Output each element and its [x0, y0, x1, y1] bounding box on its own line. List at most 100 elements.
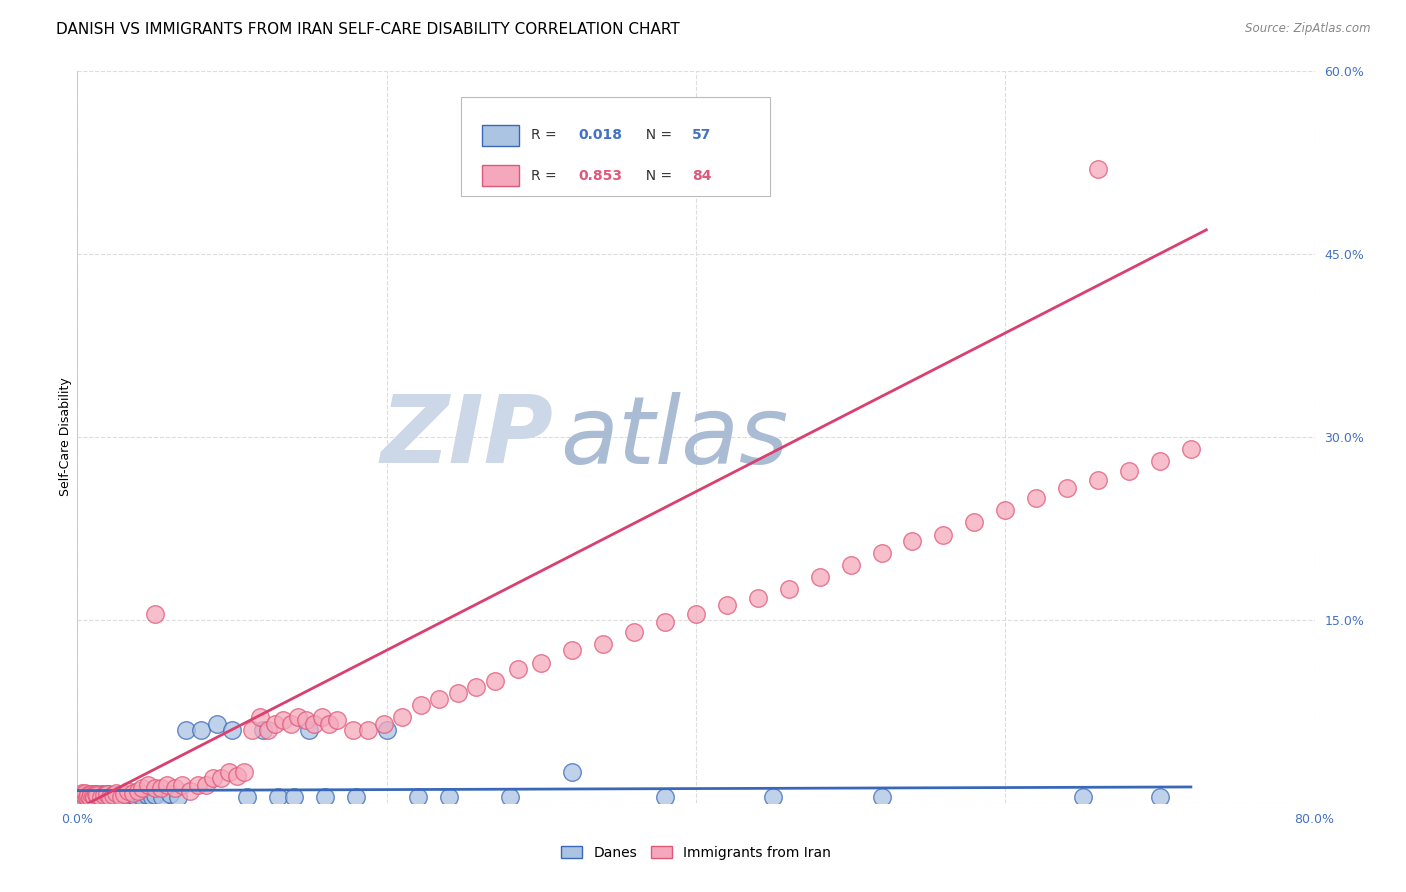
Point — [747, 591, 769, 605]
Point — [283, 789, 305, 804]
Legend: Danes, Immigrants from Iran: Danes, Immigrants from Iran — [555, 840, 837, 865]
Point — [409, 698, 432, 713]
Point — [561, 643, 583, 657]
Point — [654, 789, 676, 804]
Point — [75, 787, 96, 801]
Point — [86, 789, 108, 804]
Point — [100, 789, 122, 804]
Point — [115, 789, 138, 803]
Point — [87, 789, 110, 803]
Point — [1087, 161, 1109, 176]
Point — [190, 723, 212, 737]
Text: 0.018: 0.018 — [578, 128, 623, 143]
Point — [233, 765, 256, 780]
Point — [72, 789, 94, 804]
Text: Source: ZipAtlas.com: Source: ZipAtlas.com — [1246, 22, 1371, 36]
Text: 57: 57 — [692, 128, 711, 143]
Point — [82, 789, 104, 803]
Point — [406, 789, 429, 804]
Point — [280, 716, 302, 731]
Point — [326, 713, 349, 727]
Point — [91, 787, 114, 801]
Point — [70, 789, 93, 803]
Point — [427, 692, 450, 706]
Point — [437, 789, 460, 804]
Point — [225, 769, 247, 783]
Text: N =: N = — [637, 169, 676, 183]
Point — [84, 787, 107, 801]
Point — [83, 789, 105, 804]
Point — [93, 789, 115, 804]
Point — [685, 607, 707, 621]
Point — [357, 723, 380, 737]
Point — [530, 656, 553, 670]
Point — [249, 710, 271, 724]
Point — [1071, 789, 1094, 804]
Point — [252, 723, 274, 737]
Point — [143, 781, 166, 796]
Point — [172, 777, 194, 792]
Point — [76, 789, 98, 804]
Point — [163, 781, 186, 796]
Point — [82, 789, 104, 803]
Text: 84: 84 — [692, 169, 711, 183]
Text: R =: R = — [531, 169, 561, 183]
Point — [963, 516, 986, 530]
Point — [72, 789, 94, 803]
Text: 0.853: 0.853 — [578, 169, 623, 183]
Point — [159, 787, 181, 801]
Point — [80, 789, 103, 804]
Point — [143, 789, 166, 803]
Point — [110, 787, 132, 801]
Point — [79, 789, 101, 804]
Point — [131, 781, 153, 796]
Point — [69, 791, 91, 805]
Point — [76, 789, 98, 804]
Point — [778, 582, 800, 597]
Point — [83, 789, 105, 804]
Point — [69, 789, 91, 804]
Point — [447, 686, 470, 700]
Point — [152, 789, 174, 804]
Point — [122, 789, 145, 803]
Point — [508, 662, 530, 676]
Point — [1118, 464, 1140, 478]
Point — [136, 789, 159, 803]
Point — [1056, 481, 1078, 495]
Point — [202, 772, 225, 786]
Point — [86, 789, 108, 803]
Point — [107, 789, 129, 804]
Point — [870, 546, 893, 560]
Point — [77, 789, 100, 803]
Point — [1025, 491, 1047, 505]
Point — [870, 789, 893, 804]
Point — [499, 789, 522, 804]
Point — [901, 533, 924, 548]
Point — [93, 789, 115, 803]
Point — [839, 558, 862, 573]
Point — [264, 716, 287, 731]
Point — [90, 789, 112, 804]
Point — [209, 772, 232, 786]
Point — [127, 783, 149, 797]
Point — [808, 570, 831, 584]
FancyBboxPatch shape — [482, 165, 519, 186]
Text: atlas: atlas — [560, 392, 789, 483]
Point — [90, 789, 112, 804]
Point — [256, 723, 278, 737]
Y-axis label: Self-Care Disability: Self-Care Disability — [59, 377, 72, 497]
Point — [236, 789, 259, 804]
Point — [271, 713, 294, 727]
Point — [267, 789, 290, 804]
Point — [716, 599, 738, 613]
Point — [84, 787, 107, 801]
Point — [762, 789, 785, 804]
Point — [80, 787, 103, 801]
Point — [240, 723, 263, 737]
Point — [174, 723, 197, 737]
Point — [97, 787, 120, 801]
Point — [1180, 442, 1202, 457]
Text: DANISH VS IMMIGRANTS FROM IRAN SELF-CARE DISABILITY CORRELATION CHART: DANISH VS IMMIGRANTS FROM IRAN SELF-CARE… — [56, 22, 681, 37]
Point — [375, 723, 398, 737]
Point — [125, 789, 148, 804]
